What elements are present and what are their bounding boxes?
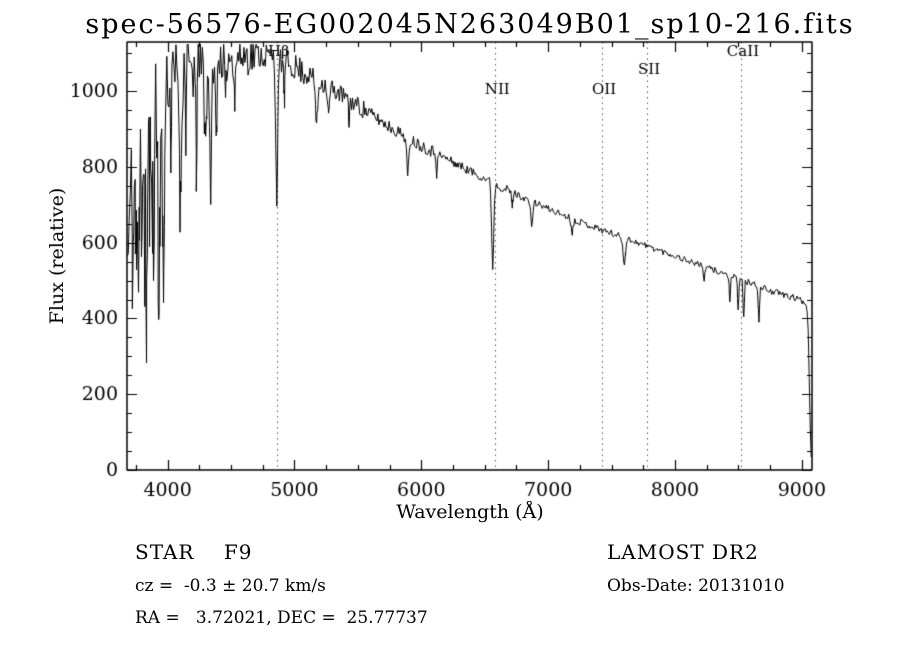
x-axis-label: Wavelength (Å): [396, 501, 544, 523]
obs-date-annotation: Obs-Date: 20131010: [607, 576, 785, 596]
survey-annotation: LAMOST DR2: [607, 540, 759, 564]
object-class-annotation: STAR F9: [135, 540, 253, 564]
coordinates-annotation: RA = 3.72021, DEC = 25.77737: [135, 608, 428, 628]
plot-title: spec-56576-EG002045N263049B01_sp10-216.f…: [85, 9, 855, 40]
y-axis-label: Flux (relative): [46, 187, 68, 325]
cz-annotation: cz = -0.3 ± 20.7 km/s: [135, 576, 326, 596]
